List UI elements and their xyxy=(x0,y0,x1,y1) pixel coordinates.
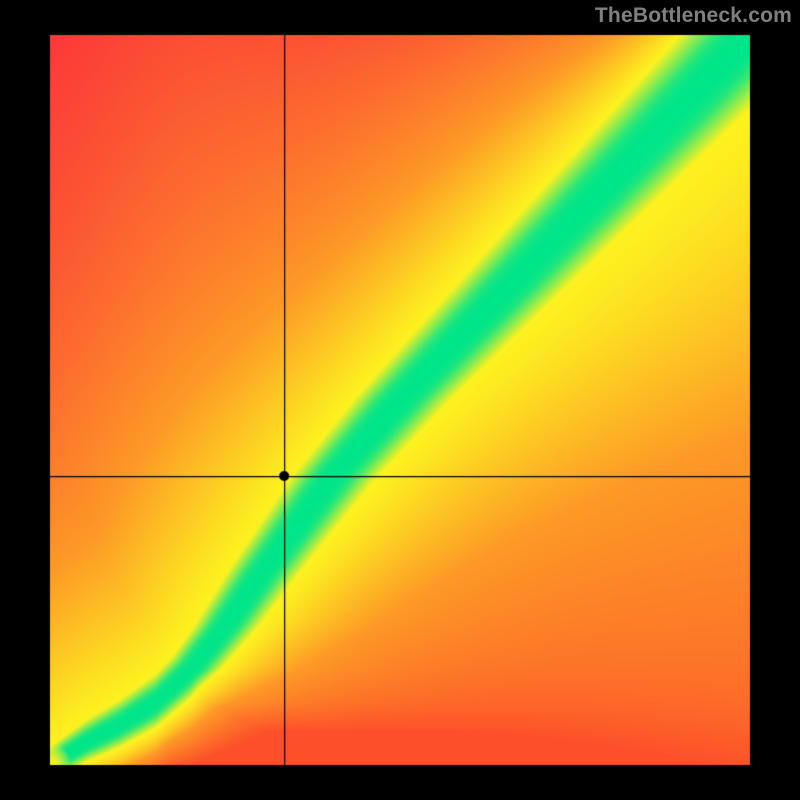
watermark-text: TheBottleneck.com xyxy=(595,4,792,28)
bottleneck-heatmap xyxy=(0,0,800,800)
